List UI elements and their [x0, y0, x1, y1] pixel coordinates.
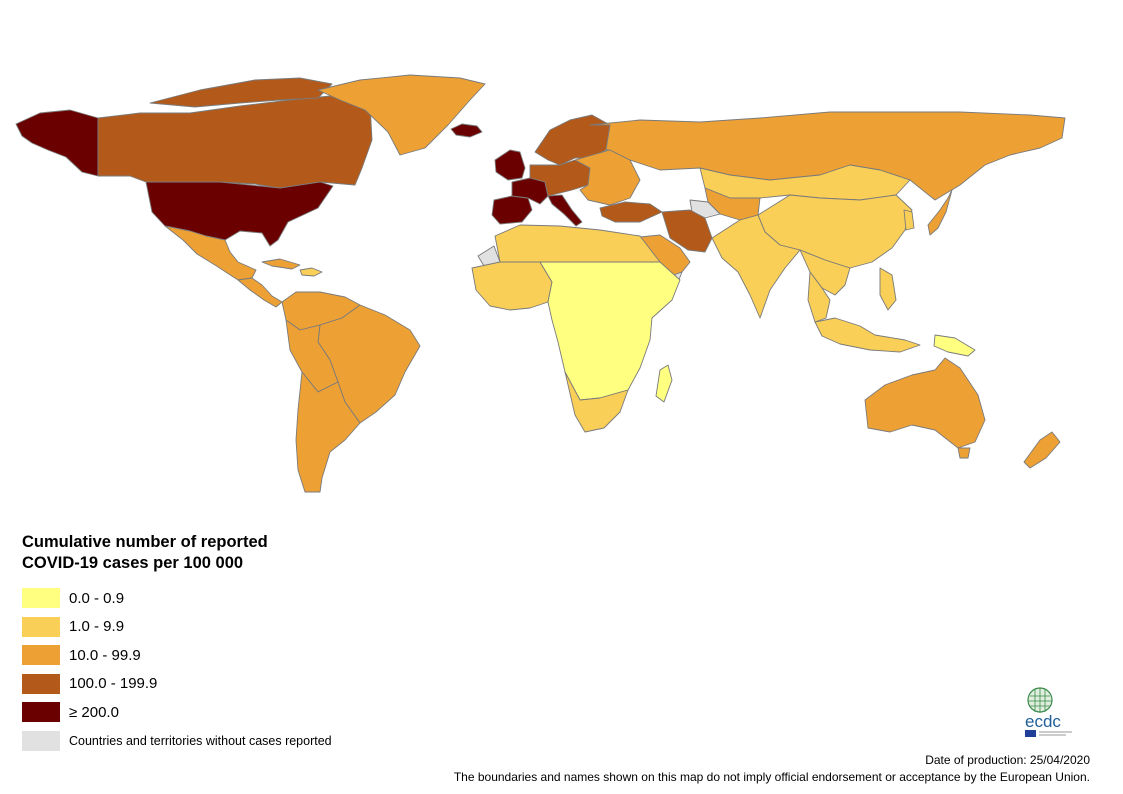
- legend-swatch: [22, 645, 60, 666]
- map-region-caribbean: [299, 267, 323, 277]
- eu-flag-icon: [1025, 730, 1036, 737]
- map-region-central-america: [237, 277, 283, 308]
- map-region-mexico: [164, 225, 257, 281]
- map-region-central-east-africa: [539, 261, 681, 401]
- legend-label: 10.0 - 99.9: [69, 646, 141, 664]
- disclaimer: The boundaries and names shown on this m…: [453, 770, 1090, 784]
- map-region-north-africa: [494, 224, 661, 263]
- map-region-greenland: [317, 74, 486, 156]
- map-region-turkey: [599, 201, 663, 223]
- map-region-india-pakistan: [711, 214, 801, 319]
- legend-label: 100.0 - 199.9: [69, 675, 158, 693]
- legend-item: Countries and territories without cases …: [22, 727, 402, 756]
- map-region-peru-bolivia: [285, 319, 339, 393]
- map-region-usa: [145, 181, 334, 247]
- production-date: Date of production: 25/04/2020: [925, 753, 1090, 767]
- map-region-new-guinea: [933, 334, 976, 357]
- map-region-cuba: [261, 258, 301, 270]
- logo-subtitle-lines: [1039, 731, 1072, 736]
- legend-title-line1: Cumulative number of reported: [22, 533, 268, 551]
- legend-item: 0.0 - 0.9: [22, 584, 402, 613]
- map-region-iberia: [491, 195, 533, 225]
- map-region-korea: [903, 209, 915, 231]
- map-region-west-africa: [471, 261, 553, 311]
- map-region-central-europe: [529, 159, 591, 197]
- legend-swatch: [22, 588, 60, 609]
- legend-item: 100.0 - 199.9: [22, 670, 402, 699]
- legend-swatch: [22, 616, 60, 637]
- footer: Date of production: 25/04/2020 The bound…: [454, 752, 1090, 786]
- map-region-philippines: [879, 267, 897, 311]
- legend-title: Cumulative number of reported COVID-19 c…: [22, 532, 402, 574]
- ecdc-logo: ecdc: [1025, 687, 1072, 737]
- map-region-indonesia: [814, 317, 921, 353]
- legend-label: 1.0 - 9.9: [69, 618, 125, 636]
- map-region-canada: [97, 95, 373, 189]
- world-map: [15, 74, 1066, 493]
- map-region-russia: [589, 111, 1066, 201]
- legend-label: 0.0 - 0.9: [69, 589, 125, 607]
- map-legend: Cumulative number of reported COVID-19 c…: [22, 532, 402, 755]
- map-region-australia: [864, 357, 986, 449]
- map-region-iceland: [450, 123, 483, 138]
- logo-text: ecdc: [1025, 712, 1061, 731]
- map-region-japan: [927, 189, 953, 236]
- map-region-thailand-malaysia: [807, 271, 831, 323]
- map-region-southern-south-america: [295, 371, 361, 493]
- legend-items: 0.0 - 0.9 1.0 - 9.9 10.0 - 99.9 100.0 - …: [22, 584, 402, 755]
- map-region-uk-ireland: [494, 149, 526, 181]
- legend-swatch: [22, 702, 60, 723]
- map-region-alaska: [15, 109, 99, 177]
- legend-label: ≥ 200.0: [69, 703, 119, 721]
- legend-item: 1.0 - 9.9: [22, 613, 402, 642]
- map-region-new-zealand: [1023, 431, 1061, 469]
- map-region-southern-africa: [564, 371, 629, 433]
- legend-swatch: [22, 673, 60, 694]
- map-region-tasmania: [957, 447, 971, 459]
- globe-icon: [1027, 687, 1053, 713]
- map-region-italy: [547, 194, 583, 227]
- legend-item: ≥ 200.0: [22, 698, 402, 727]
- legend-title-line2: COVID-19 cases per 100 000: [22, 554, 244, 572]
- legend-item: 10.0 - 99.9: [22, 641, 402, 670]
- map-region-madagascar: [655, 364, 673, 403]
- legend-swatch: [22, 730, 60, 751]
- map-region-iran: [661, 209, 713, 253]
- legend-label: Countries and territories without cases …: [69, 733, 332, 748]
